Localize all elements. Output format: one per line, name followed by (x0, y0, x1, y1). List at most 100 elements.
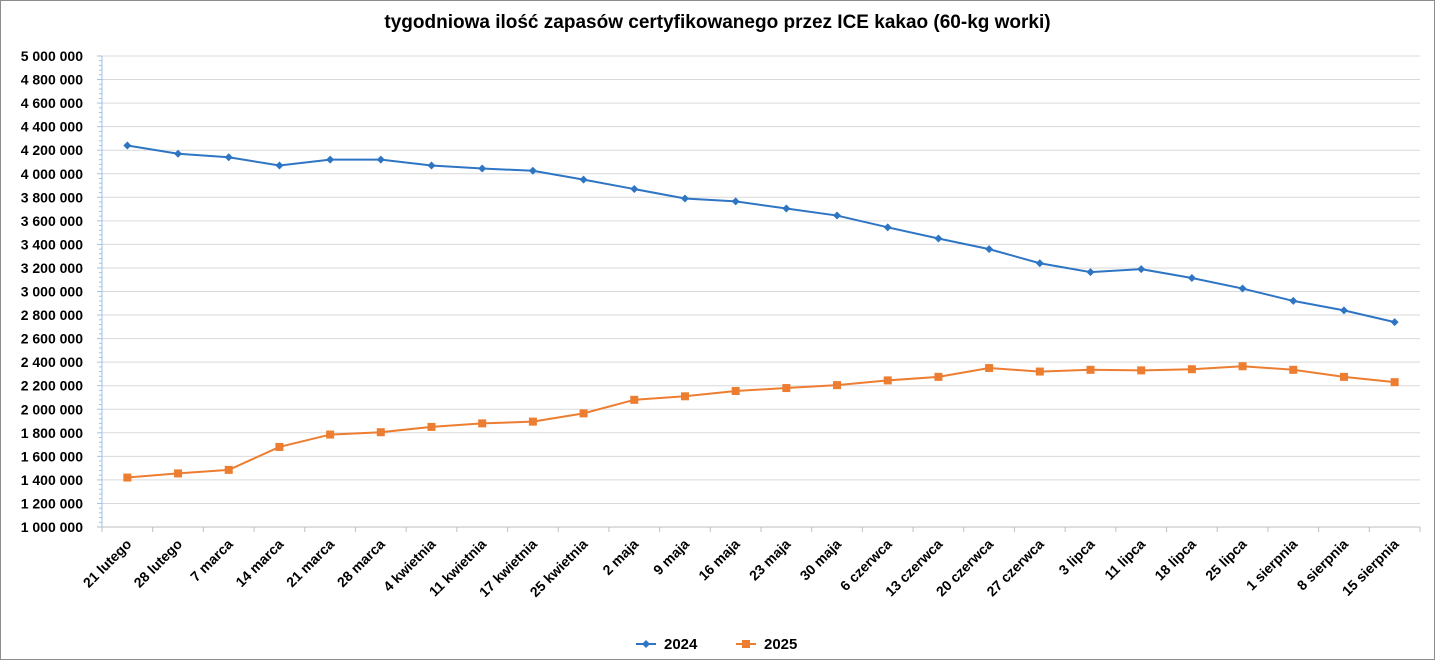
y-tick-label: 1 600 000 (21, 448, 83, 464)
data-point-2024 (833, 211, 842, 220)
x-tick-label: 7 marca (187, 536, 236, 585)
y-tick-label: 1 000 000 (21, 519, 83, 535)
data-point-2024 (1339, 306, 1348, 315)
x-tick-label: 21 lutego (80, 536, 135, 591)
data-point-2024 (1187, 273, 1196, 282)
y-tick-label: 3 000 000 (21, 284, 83, 300)
x-tick-label: 23 maja (746, 536, 794, 584)
data-point-2025 (1339, 372, 1348, 381)
x-tick-label: 9 maja (650, 536, 692, 578)
data-point-2024 (275, 161, 284, 170)
data-point-2025 (275, 442, 284, 451)
x-tick-label: 25 lipca (1202, 536, 1250, 584)
chart-title: tygodniowa ilość zapasów certyfikowanego… (384, 12, 1051, 33)
y-tick-label: 2 600 000 (21, 331, 83, 347)
legend-label-2025: 2025 (764, 636, 797, 653)
data-point-2024 (1238, 284, 1247, 293)
data-point-2024 (224, 153, 233, 162)
x-tick-label: 11 lipca (1101, 536, 1148, 583)
y-tick-label: 4 400 000 (21, 119, 83, 135)
data-point-2025 (985, 364, 994, 373)
data-point-2025 (478, 419, 487, 428)
x-tick-label: 14 marca (232, 536, 286, 590)
data-point-2025 (174, 469, 183, 478)
data-point-2025 (883, 376, 892, 385)
data-point-2025 (1289, 365, 1298, 374)
x-tick-label: 16 maja (695, 536, 743, 584)
data-point-2025 (1035, 367, 1044, 376)
y-axis: 1 000 000 1 200 000 1 400 000 1 600 000 1 80… (21, 48, 103, 535)
data-point-2024 (883, 223, 892, 232)
y-tick-label: 4 800 000 (21, 72, 83, 88)
data-point-2024 (376, 155, 385, 164)
legend: 2024 2025 (636, 636, 797, 653)
x-tick-label: 1 sierpnia (1243, 536, 1301, 594)
data-point-2025 (427, 422, 436, 431)
gridlines (102, 55, 1420, 528)
y-tick-label: 2 200 000 (21, 378, 83, 394)
data-point-2024 (326, 155, 335, 164)
y-tick-label: 2 800 000 (21, 307, 83, 323)
data-point-2024 (1086, 268, 1095, 277)
data-point-2024 (630, 185, 639, 194)
data-point-2024 (782, 204, 791, 213)
data-point-2025 (1137, 366, 1146, 375)
x-tick-label: 18 lipca (1151, 536, 1199, 584)
data-point-2025 (630, 395, 639, 404)
data-point-2024 (427, 161, 436, 170)
legend-marker-2025 (742, 640, 750, 648)
y-tick-label: 2 400 000 (21, 354, 83, 370)
y-tick-label: 2 000 000 (21, 401, 83, 417)
x-tick-label: 3 lipca (1055, 536, 1097, 578)
data-point-2024 (680, 194, 689, 203)
x-tick-label: 28 lutego (130, 536, 185, 591)
series-2024 (123, 141, 1399, 327)
series-group (123, 141, 1399, 482)
data-point-2025 (1086, 365, 1095, 374)
data-point-2024 (985, 245, 994, 254)
x-tick-label: 21 marca (283, 536, 337, 590)
data-point-2024 (174, 149, 183, 158)
data-point-2024 (123, 141, 132, 150)
data-point-2024 (1137, 265, 1146, 274)
data-point-2025 (833, 381, 842, 390)
data-point-2025 (731, 386, 740, 395)
data-point-2024 (478, 164, 487, 173)
y-tick-label: 4 000 000 (21, 166, 83, 182)
x-tick-label: 30 maja (797, 536, 845, 584)
data-point-2025 (528, 417, 537, 426)
data-point-2025 (680, 392, 689, 401)
data-point-2024 (934, 234, 943, 243)
y-tick-label: 3 200 000 (21, 260, 83, 276)
data-point-2025 (579, 409, 588, 418)
series-2025 (123, 362, 1399, 482)
data-point-2025 (934, 372, 943, 381)
y-tick-label: 3 600 000 (21, 213, 83, 229)
y-tick-label: 3 800 000 (21, 189, 83, 205)
y-tick-label: 4 600 000 (21, 95, 83, 111)
legend-marker-2024 (642, 640, 650, 648)
data-point-2025 (376, 428, 385, 437)
y-tick-label: 1 800 000 (21, 425, 83, 441)
y-tick-label: 1 400 000 (21, 472, 83, 488)
data-point-2024 (528, 166, 537, 175)
data-point-2025 (123, 473, 132, 482)
series-line-2025 (127, 365, 1395, 479)
data-point-2025 (1390, 378, 1399, 387)
y-tick-label: 5 000 000 (21, 48, 83, 64)
data-point-2025 (1187, 365, 1196, 374)
y-tick-label: 4 200 000 (21, 142, 83, 158)
y-tick-label: 3 400 000 (21, 236, 83, 252)
data-point-2025 (782, 384, 791, 393)
data-point-2024 (1289, 296, 1298, 305)
series-line-2024 (127, 144, 1395, 324)
legend-label-2024: 2024 (664, 636, 698, 653)
data-point-2025 (224, 465, 233, 474)
y-tick-label: 1 200 000 (21, 495, 83, 511)
data-point-2024 (1390, 318, 1399, 327)
data-point-2024 (731, 197, 740, 206)
data-point-2024 (1035, 259, 1044, 268)
